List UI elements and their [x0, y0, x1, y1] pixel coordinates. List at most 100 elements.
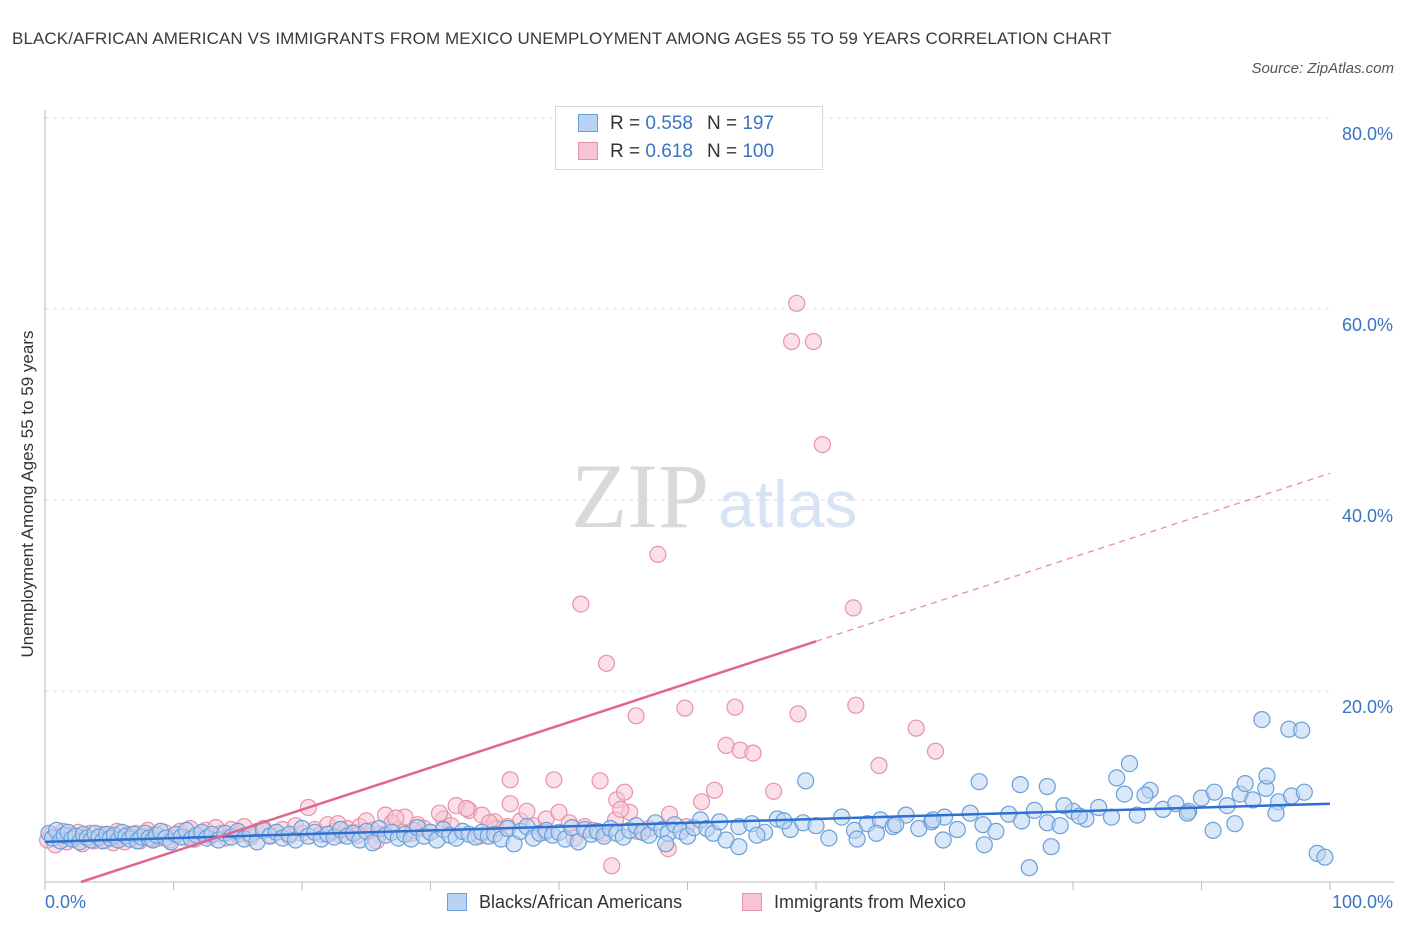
blue-point-181 — [934, 831, 952, 849]
legend-swatch-blue — [578, 114, 598, 132]
pink-point-132 — [612, 800, 630, 819]
correlation-legend: R = 0.558 N = 197 R = 0.618 N = 100 — [555, 106, 823, 170]
pink-point-121 — [764, 782, 783, 800]
pink-point-112 — [572, 595, 590, 613]
blue-point-183 — [1020, 859, 1038, 877]
legend-r-value-blue: 0.558 — [645, 113, 693, 134]
blue-point-173 — [1038, 777, 1056, 796]
pink-point-127 — [847, 696, 865, 714]
blue-series-points — [40, 710, 1334, 877]
pink-point-114 — [627, 707, 645, 725]
pink-point-134 — [692, 793, 711, 811]
bottom-legend-label-pink: Immigrants from Mexico — [774, 892, 967, 912]
pink-point-136 — [545, 771, 563, 789]
blue-point-150 — [1115, 785, 1134, 803]
blue-point-64 — [364, 834, 382, 852]
blue-point-142 — [1012, 812, 1031, 830]
blue-point-178 — [657, 835, 675, 853]
blue-point-126 — [807, 817, 825, 835]
blue-point-192 — [1136, 786, 1154, 804]
blue-point-196 — [1267, 804, 1285, 822]
blue-point-174 — [1120, 754, 1139, 773]
blue-point-166 — [1316, 848, 1334, 866]
x-tick-labels: 0.0% 100.0% — [45, 892, 1393, 912]
pink-point-84 — [550, 803, 568, 821]
legend-row-blue: R = 0.558 N = 197 — [578, 110, 774, 138]
legend-r-label-pink: R = — [610, 141, 641, 162]
pink-point-128 — [870, 756, 888, 775]
bottom-legend-swatch-blue — [447, 893, 467, 911]
pink-point-110 — [676, 699, 694, 717]
blue-point-187 — [748, 826, 766, 844]
pink-point-113 — [597, 654, 616, 672]
blue-point-145 — [1051, 817, 1069, 835]
chart-title: BLACK/AFRICAN AMERICAN VS IMMIGRANTS FRO… — [12, 29, 1112, 48]
watermark-zip: ZIP — [571, 445, 709, 547]
blue-point-169 — [1293, 721, 1311, 739]
blue-trend-line — [44, 802, 1331, 844]
pink-point-125 — [788, 294, 806, 312]
blue-point-170 — [797, 772, 815, 790]
blue-point-190 — [1055, 796, 1073, 815]
pink-point-130 — [926, 742, 945, 760]
pink-point-124 — [804, 332, 823, 351]
source-label: Source: ZipAtlas.com — [1251, 60, 1394, 77]
pink-point-137 — [457, 799, 476, 818]
blue-point-179 — [730, 838, 748, 856]
y-tick-labels: 20.0% 40.0% 60.0% 80.0% — [1342, 124, 1393, 717]
pink-point-139 — [615, 783, 634, 801]
pink-point-116 — [726, 698, 744, 716]
axes — [44, 110, 1394, 890]
blue-point-182 — [975, 836, 993, 854]
blue-point-186 — [848, 830, 866, 848]
legend-r-value-pink: 0.618 — [645, 141, 693, 162]
trend-lines — [44, 472, 1331, 884]
watermark: ZIP atlas — [571, 445, 857, 547]
pink-point-131 — [591, 772, 609, 790]
blue-point-195 — [1226, 815, 1244, 833]
blue-point-143 — [1025, 801, 1044, 820]
blue-point-151 — [1128, 806, 1146, 824]
bottom-legend-label-blue: Blacks/African Americans — [479, 892, 683, 912]
pink-point-126 — [844, 599, 862, 617]
pink-point-91 — [518, 802, 536, 820]
blue-point-189 — [867, 824, 886, 842]
blue-point-172 — [1011, 775, 1029, 794]
pink-point-123 — [782, 332, 801, 351]
pink-point-135 — [705, 781, 724, 799]
blue-point-184 — [1042, 838, 1060, 856]
legend-n-value-pink: 100 — [742, 141, 775, 162]
legend-n-value-blue: 197 — [742, 113, 775, 134]
blue-point-167 — [1253, 710, 1271, 729]
watermark-atlas: atlas — [718, 467, 857, 541]
pink-point-120 — [744, 744, 762, 762]
pink-point-100 — [501, 795, 519, 813]
y-tick-label-20: 20.0% — [1342, 697, 1393, 717]
blue-point-127 — [820, 829, 838, 847]
x-tick-label-min: 0.0% — [45, 892, 86, 912]
pink-point-117 — [789, 705, 807, 723]
bottom-legend-pink: Immigrants from Mexico — [742, 890, 966, 914]
blue-point-175 — [1108, 769, 1126, 787]
blue-point-160 — [1244, 791, 1262, 809]
y-tick-label-60: 60.0% — [1342, 315, 1393, 335]
legend-n-label-pink: N = — [706, 141, 738, 162]
y-tick-label-80: 80.0% — [1342, 124, 1393, 144]
blue-point-164 — [1295, 783, 1313, 801]
y-tick-label-40: 40.0% — [1342, 506, 1393, 526]
legend-swatch-pink — [578, 142, 598, 160]
blue-point-171 — [970, 773, 988, 791]
blue-point-177 — [1258, 767, 1276, 785]
blue-point-180 — [887, 816, 905, 834]
pink-point-99 — [603, 857, 621, 875]
pink-point-122 — [813, 436, 832, 454]
x-tick-label-max: 100.0% — [1332, 892, 1393, 912]
pink-point-129 — [907, 719, 925, 737]
legend-n-label-blue: N = — [706, 113, 738, 134]
pink-point-111 — [501, 771, 519, 789]
blue-point-140 — [987, 822, 1005, 841]
pink-trend-extension — [815, 472, 1331, 642]
blue-point-194 — [1204, 821, 1222, 840]
legend-r-label-blue: R = — [610, 113, 641, 134]
legend-row-pink: R = 0.618 N = 100 — [578, 138, 774, 166]
